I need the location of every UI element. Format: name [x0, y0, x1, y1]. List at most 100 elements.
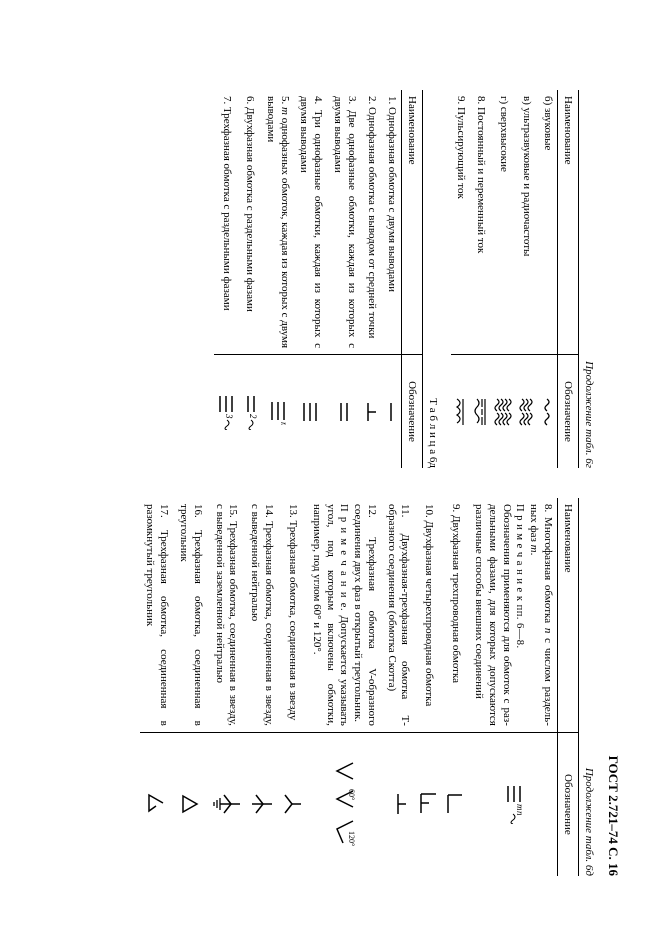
- cell-symbol: [207, 732, 245, 876]
- star-icon: [281, 792, 303, 816]
- table-row: 17. Трехфазная обмотка, соеди­ненная в р…: [140, 498, 174, 876]
- winding-nph-icon: mn: [503, 784, 523, 824]
- table-row: 15. Трехфазная обмотка, соеди­ненная в з…: [207, 498, 245, 876]
- cell-name: 3. Две однофазные обмотки, каждая из кот…: [327, 90, 361, 355]
- cell-name: 7. Трехфазная обмотка с раздельными фаза…: [214, 90, 238, 355]
- table-row: 7. Трехфазная обмотка с раздельными фаза…: [214, 90, 238, 468]
- page-header: ГОСТ 2.721–74 С. 16: [605, 90, 621, 876]
- svg-text:120°: 120°: [347, 831, 356, 846]
- cell-name: 15. Трехфазная обмотка, соеди­ненная в з…: [207, 498, 245, 732]
- table-row: 11. Двухфазная-трехфазная обмотка Т-обра…: [381, 498, 415, 876]
- svg-text:m: m: [279, 422, 287, 425]
- winding-1ph-icon: [386, 400, 396, 424]
- star-neutral-icon: [249, 792, 275, 816]
- col-header-symbol: Обозначение: [558, 355, 579, 468]
- cell-name: 17. Трехфазная обмотка, соеди­ненная в р…: [140, 498, 174, 732]
- col-header-symbol: Обозначение: [558, 732, 579, 876]
- table-row: 6. Двухфазная обмотка с раздельными фаза…: [238, 90, 260, 468]
- cell-symbol: mn: [469, 732, 558, 876]
- winding-v-icon: 60° 120°: [331, 759, 357, 849]
- cell-symbol: [515, 355, 537, 468]
- table-row: 2. Однофазная обмотка с выводом от средн…: [361, 90, 381, 468]
- cell-name: 10. Двухфазная четырехпровод­ная обмотка: [415, 498, 443, 732]
- table-row: 8. Постоянный и переменный ток: [470, 90, 490, 468]
- cell-symbol: [381, 732, 415, 876]
- table-6d: Наименование Обозначение 1. Однофазная о…: [214, 90, 423, 468]
- cell-name: 9. Двухфазная трехпроводная обмотка: [443, 498, 469, 732]
- cell-name: 11. Двухфазная-трехфазная обмотка Т-обра…: [381, 498, 415, 732]
- left-top-caption: Продолжение табл. 6г: [583, 90, 595, 468]
- winding-2ph-sep-icon: 2: [241, 394, 257, 430]
- svg-text:m: m: [515, 804, 523, 811]
- cell-name: 13. Трехфазная обмотка, соеди­ненная в з…: [278, 498, 306, 732]
- cell-name: 4. Три однофазные обмотки, каждая из кот…: [294, 90, 328, 355]
- cell-name: 2. Однофазная обмотка с выводом от средн…: [361, 90, 381, 355]
- winding-3ph-sep-icon: 3: [217, 394, 235, 430]
- table-6d-continued: Наименование Обозначение 8. Многофазная …: [140, 498, 579, 876]
- col-header-symbol: Обозначение: [401, 355, 422, 468]
- table-row: 9. Двухфазная трехпроводная обмотка: [443, 498, 469, 876]
- table-row: г) сверхвысокие: [491, 90, 515, 468]
- ultrasound-icon: [518, 397, 534, 427]
- winding-2ph3w-icon: [446, 791, 466, 817]
- cell-symbol: [470, 355, 490, 468]
- open-delta-icon: [147, 792, 167, 816]
- table-row: 13. Трехфазная обмотка, соеди­ненная в з…: [278, 498, 306, 876]
- winding-2x1ph-icon: [337, 400, 351, 424]
- cell-name: 5. m однофазных обмоток, каждая из котор…: [260, 90, 294, 355]
- table-row: 3. Две однофазные обмотки, каждая из кот…: [327, 90, 361, 468]
- table-row: 1. Однофазная обмотка с двумя выводами: [381, 90, 401, 468]
- winding-1ph-mid-icon: [364, 400, 378, 424]
- sound-icon: [540, 397, 554, 427]
- columns: Продолжение табл. 6г Наименование Обозна…: [45, 90, 595, 876]
- cell-name: 8. Постоянный и переменный ток: [470, 90, 490, 355]
- cell-symbol: [443, 732, 469, 876]
- cell-symbol: [140, 732, 174, 876]
- col-header-name: Наименование: [558, 90, 579, 355]
- cell-symbol: [327, 355, 361, 468]
- cell-symbol: [173, 732, 207, 876]
- svg-text:2: 2: [248, 414, 257, 419]
- svg-text:60°: 60°: [347, 789, 356, 800]
- cell-name: 1. Однофазная обмотка с двумя выводами: [381, 90, 401, 355]
- table-row: 5. m однофазных обмоток, каждая из котор…: [260, 90, 294, 468]
- cell-name: г) сверхвысокие: [491, 90, 515, 355]
- star-grounded-icon: [210, 792, 242, 816]
- table-6g-continued: Наименование Обозначение б) звуковые в) …: [451, 90, 579, 468]
- winding-2ph4w-icon: [418, 789, 440, 819]
- table-row: 9. Пульсирующий ток: [451, 90, 471, 468]
- right-caption: Продолжение табл. 6д: [583, 498, 595, 876]
- cell-name: 9. Пульсирующий ток: [451, 90, 471, 355]
- cell-name: в) ультразвуковые и радиочас­тоты: [515, 90, 537, 355]
- cell-symbol: [361, 355, 381, 468]
- cell-symbol: 2: [238, 355, 260, 468]
- table-row: в) ультразвуковые и радиочас­тоты: [515, 90, 537, 468]
- cell-name: 6. Двухфазная обмотка с раздельными фаза…: [238, 90, 260, 355]
- cell-name: 16. Трехфазная обмотка, соеди­ненная в т…: [173, 498, 207, 732]
- cell-symbol: [381, 355, 401, 468]
- table-row: б) звуковые: [537, 90, 558, 468]
- table-row: 12. Трехфазная обмотка V-об­разного соед…: [306, 498, 381, 876]
- cell-symbol: [294, 355, 328, 468]
- table-row: 8. Многофазная обмотка n с числом раздел…: [469, 498, 558, 876]
- cell-symbol: [491, 355, 515, 468]
- cell-name: 14. Трехфазная обмотка, соеди­ненная в з…: [245, 498, 279, 732]
- cell-symbol: 60° 120°: [306, 732, 381, 876]
- table-row: 14. Трехфазная обмотка, соеди­ненная в з…: [245, 498, 279, 876]
- cell-symbol: [451, 355, 471, 468]
- cell-symbol: [245, 732, 279, 876]
- cell-name: б) звуковые: [537, 90, 558, 355]
- table-row: 16. Трехфазная обмотка, соеди­ненная в т…: [173, 498, 207, 876]
- col-header-name: Наименование: [401, 90, 422, 355]
- cell-symbol: m: [260, 355, 294, 468]
- winding-3x1ph-icon: [301, 400, 319, 424]
- cell-name: 8. Многофазная обмотка n с числом раздел…: [469, 498, 558, 732]
- cell-symbol: [537, 355, 558, 468]
- pulsating-icon: [455, 397, 467, 427]
- winding-mx1ph-icon: m: [267, 399, 287, 425]
- left-column: Продолжение табл. 6г Наименование Обозна…: [45, 90, 595, 468]
- winding-scott-icon: [388, 791, 408, 817]
- cell-name: 12. Трехфазная обмотка V-об­разного соед…: [306, 498, 381, 732]
- svg-text:3: 3: [224, 413, 234, 419]
- col-header-name: Наименование: [558, 498, 579, 732]
